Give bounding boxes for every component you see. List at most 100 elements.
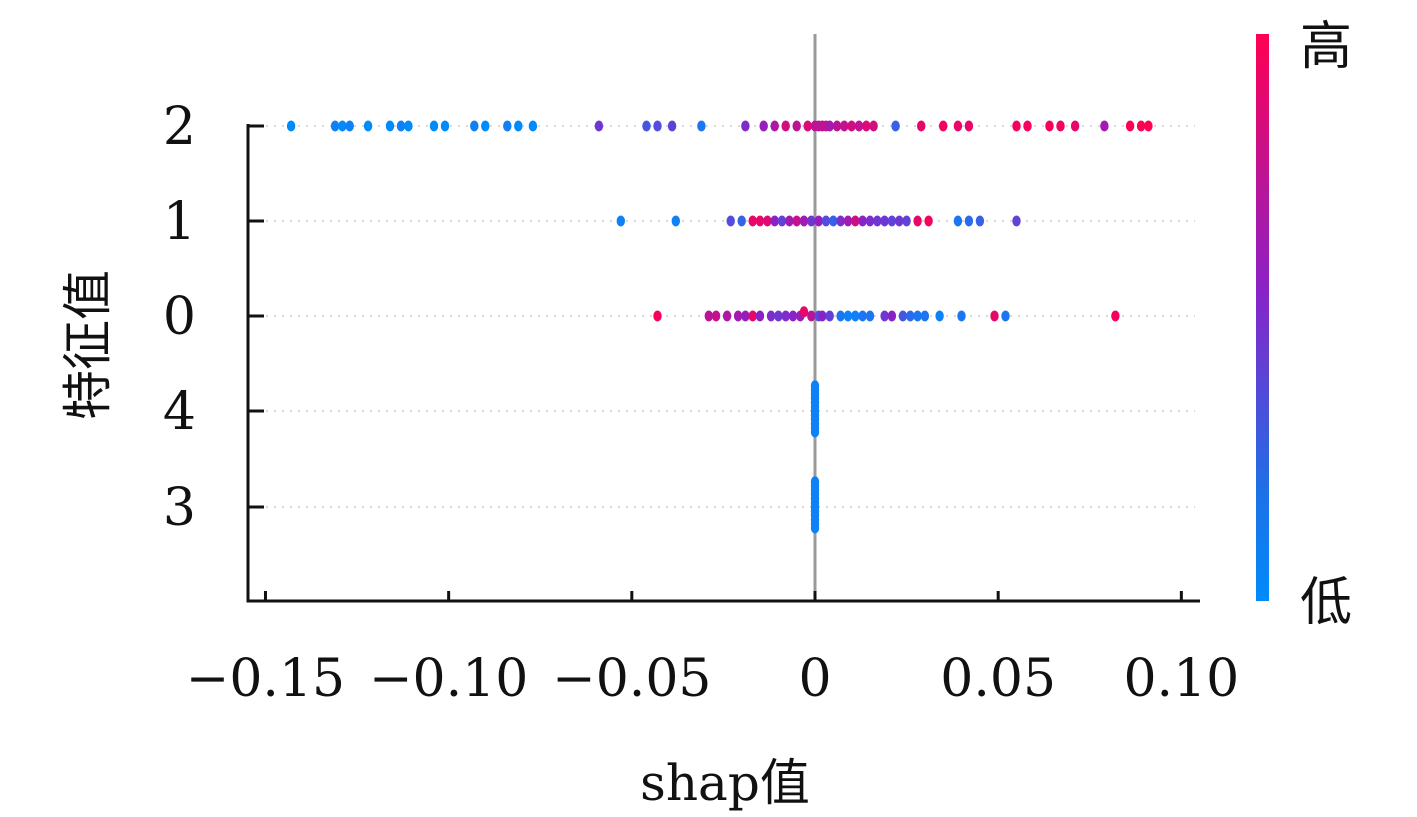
feature-1-point <box>755 215 765 227</box>
feature-1-point <box>865 215 875 227</box>
feature-2-point <box>697 120 706 132</box>
tick-labels: −0.15 −0.10 −0.05 0 0.05 0.10 2 1 0 4 3 <box>163 97 1239 709</box>
feature-2-point <box>832 120 842 132</box>
beeswarm-points <box>286 120 1153 534</box>
feature-0-point <box>653 310 662 322</box>
feature-0-point <box>741 310 750 322</box>
feature-0-point <box>851 310 860 322</box>
colorbar-high-label: 高 <box>1300 17 1352 77</box>
feature-0-point <box>836 310 845 322</box>
feature-2-point <box>429 120 439 132</box>
feature-1-point <box>887 215 897 227</box>
feature-1-point <box>836 215 845 227</box>
x-tick-label: −0.05 <box>552 649 711 709</box>
colorbar-low-label: 低 <box>1300 573 1352 633</box>
feature-2-point <box>759 120 768 132</box>
feature-2-point <box>1056 120 1065 132</box>
feature-2-point <box>964 120 974 132</box>
axes <box>246 124 1200 603</box>
feature-0-point <box>920 310 930 322</box>
feature-2-point <box>503 120 512 132</box>
feature-2-point <box>286 120 296 132</box>
y-axis-title: 特征值 <box>59 270 117 420</box>
y-tick-label-feature-1: 1 <box>163 192 196 252</box>
feature-1-point <box>792 215 801 227</box>
feature-2-point <box>528 120 538 132</box>
colorbar <box>1256 34 1269 601</box>
feature-1-point <box>737 215 746 227</box>
x-tick-label: 0.05 <box>940 649 1056 709</box>
feature-2-point <box>338 120 347 132</box>
feature-1-point <box>671 215 680 227</box>
feature-2-point <box>330 120 340 132</box>
feature-0-point <box>722 310 732 322</box>
feature-4-point <box>810 426 820 438</box>
feature-1-point <box>858 215 867 227</box>
feature-2-point <box>404 120 413 132</box>
feature-2-point <box>345 120 354 132</box>
feature-0-point <box>766 310 776 322</box>
feature-2-point <box>642 120 651 132</box>
feature-0-point <box>788 310 798 322</box>
feature-0-point <box>906 310 915 322</box>
feature-2-point <box>514 120 523 132</box>
feature-2-point <box>1012 120 1021 132</box>
y-tick-label-feature-3: 3 <box>163 478 196 538</box>
feature-0-point <box>704 310 713 322</box>
feature-1-point <box>829 215 838 227</box>
feature-2-point <box>1045 120 1054 132</box>
feature-1-point <box>616 215 625 227</box>
x-tick-label: −0.10 <box>369 649 528 709</box>
feature-2-point <box>891 120 900 132</box>
feature-2-point <box>1136 120 1146 132</box>
feature-2-point <box>481 120 490 132</box>
feature-1-point <box>777 215 787 227</box>
feature-2-point <box>939 120 948 132</box>
feature-0-point <box>711 310 721 322</box>
feature-0-point <box>880 310 889 322</box>
feature-1-point <box>763 215 772 227</box>
feature-0-point <box>865 310 875 322</box>
feature-0-point <box>807 310 816 322</box>
feature-1-point <box>843 215 853 227</box>
feature-2-point <box>854 120 864 132</box>
feature-2-point <box>953 120 963 132</box>
feature-0-point <box>755 310 765 322</box>
feature-2-point <box>1023 120 1032 132</box>
feature-1-point <box>895 215 904 227</box>
feature-0-point <box>858 310 867 322</box>
feature-1-point <box>953 215 963 227</box>
feature-2-point <box>869 120 878 132</box>
feature-1-point <box>880 215 889 227</box>
feature-0-point <box>1111 310 1120 322</box>
y-tick-label-feature-0: 0 <box>163 287 196 347</box>
feature-2-point <box>917 120 926 132</box>
feature-2-point <box>1100 120 1109 132</box>
feature-1-point <box>748 215 757 227</box>
feature-2-point <box>653 120 662 132</box>
feature-2-point <box>803 120 812 132</box>
feature-1-point <box>799 215 809 227</box>
feature-4-point <box>810 380 820 392</box>
feature-2-point <box>792 120 801 132</box>
feature-2-point <box>825 120 834 132</box>
feature-3-point <box>810 476 820 488</box>
feature-0-point <box>799 306 809 318</box>
feature-1-point <box>851 215 860 227</box>
x-tick-label: −0.15 <box>186 649 345 709</box>
x-tick-label: 0.10 <box>1123 649 1239 709</box>
feature-2-point <box>1125 120 1135 132</box>
feature-2-point <box>440 120 450 132</box>
feature-1-point <box>924 215 933 227</box>
feature-2-point <box>862 120 871 132</box>
feature-2-point <box>385 120 395 132</box>
feature-2-point <box>363 120 373 132</box>
feature-2-point <box>1070 120 1080 132</box>
feature-0-point <box>913 310 922 322</box>
feature-3-point <box>810 522 820 534</box>
feature-1-point <box>964 215 974 227</box>
feature-1-point <box>770 215 779 227</box>
feature-0-point <box>774 310 783 322</box>
feature-1-point <box>975 215 985 227</box>
